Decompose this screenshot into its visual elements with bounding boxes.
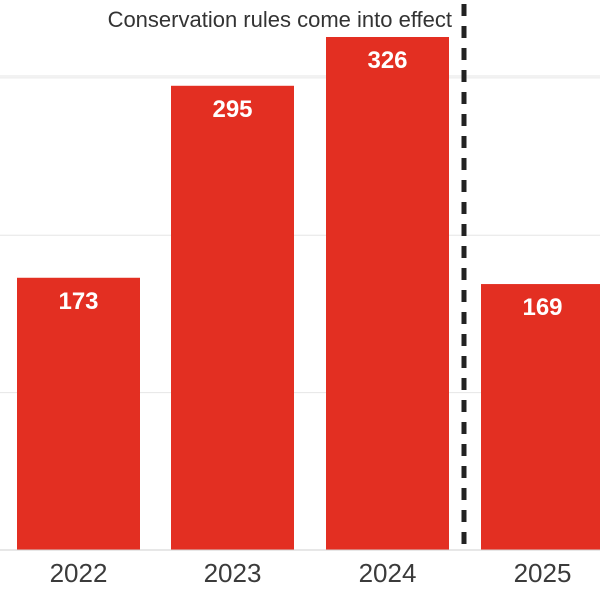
value-label-2022: 173 <box>58 288 98 315</box>
x-tick-label-2024: 2024 <box>359 558 417 588</box>
x-tick-label-2023: 2023 <box>204 558 262 588</box>
value-labels: 173 295 326 169 <box>58 47 562 321</box>
value-label-2024: 326 <box>367 47 407 74</box>
bar-2023 <box>171 85 294 550</box>
annotation-label: Conservation rules come into effect <box>108 7 452 32</box>
value-label-2023: 295 <box>212 96 252 123</box>
x-axis-tick-labels: 2022 2023 2024 2025 <box>50 558 572 588</box>
x-tick-label-2022: 2022 <box>50 558 108 588</box>
bars <box>17 37 600 550</box>
bar-2024 <box>326 37 449 550</box>
bar-2022 <box>17 277 140 550</box>
value-label-2025: 169 <box>522 294 562 321</box>
x-tick-label-2025: 2025 <box>514 558 572 588</box>
bar-2025 <box>481 284 600 550</box>
